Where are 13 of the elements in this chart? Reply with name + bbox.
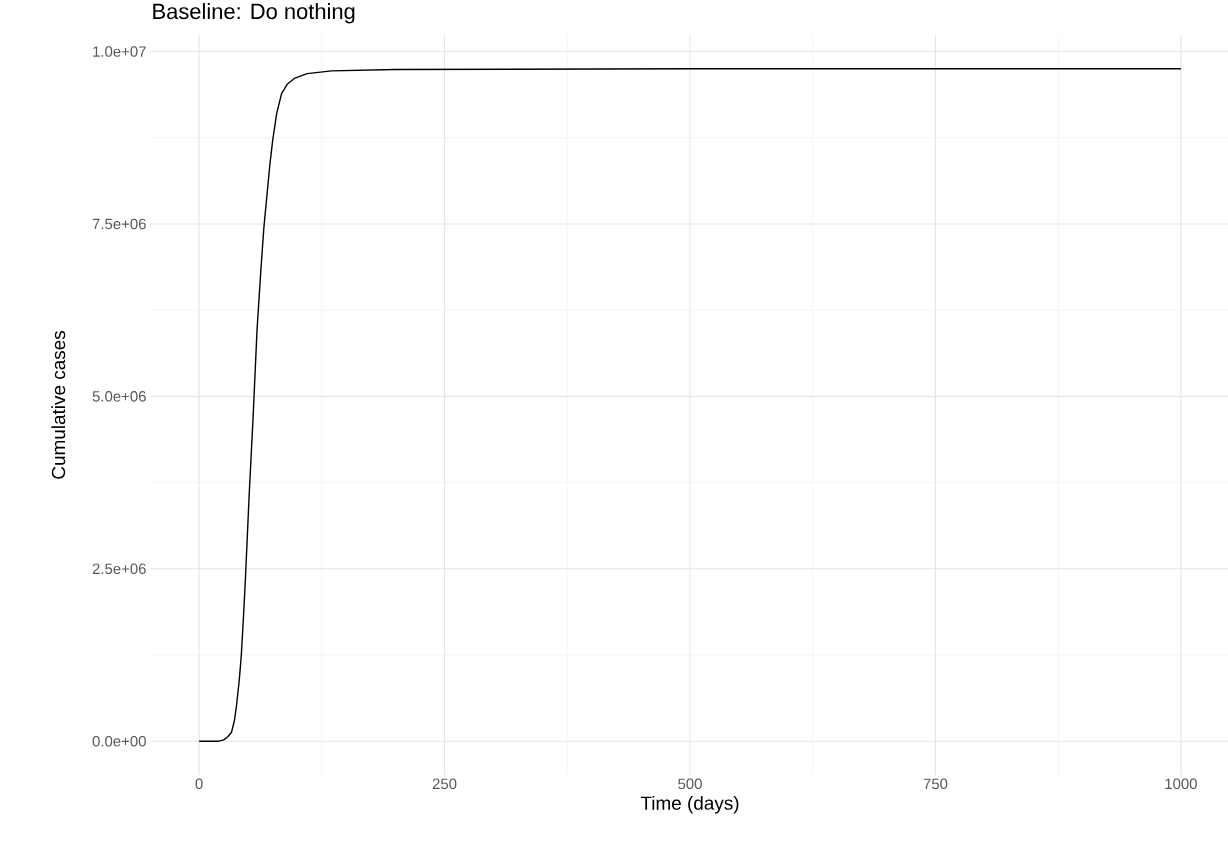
x-tick-label: 0 [195, 778, 203, 790]
x-axis-title: Time (days) [640, 795, 739, 814]
y-tick-label: 0.0e+00 [92, 735, 146, 747]
x-tick-label: 1000 [1165, 778, 1197, 790]
y-tick-label: 1.0e+07 [93, 46, 146, 57]
y-axis-title: Cumulative cases [51, 331, 66, 479]
y-tick-label: 7.5e+06 [92, 218, 146, 230]
y-tick-label: 2.5e+06 [92, 563, 146, 575]
chart-title: Baseline: Do nothing [153, 3, 355, 24]
x-tick-label: 500 [678, 778, 702, 790]
y-tick-label: 5.0e+06 [92, 391, 146, 402]
x-tick-label: 750 [923, 778, 948, 790]
x-tick-label: 250 [432, 778, 457, 790]
